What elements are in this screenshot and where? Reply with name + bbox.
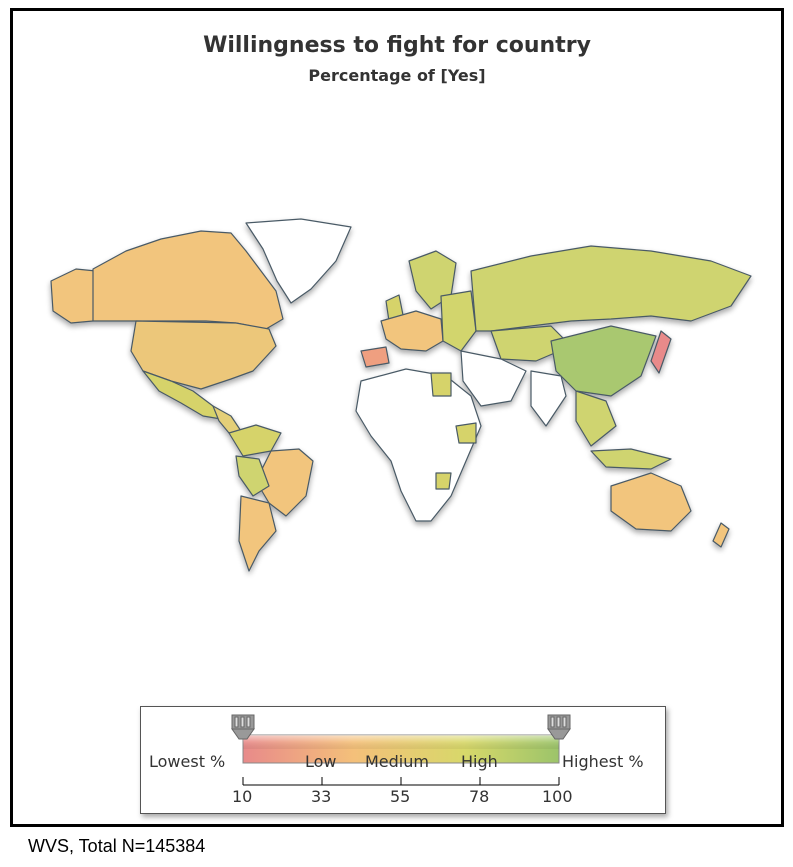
legend-highest-label: Highest % [562,752,644,771]
country-egypt [430,372,452,397]
chart-subtitle: Percentage of [Yes] [308,66,486,85]
legend-tick-label: 78 [469,787,490,806]
country-india [530,370,567,427]
legend-lowest-label: Lowest % [149,752,226,771]
legend-band-low: Low [305,752,337,771]
legend-tick-label: 10 [232,787,253,806]
country-se-asia [575,390,617,447]
country-greenland [245,218,352,304]
country-spain [360,346,390,368]
map-legend: Lowest % Highest % Low Medium High 10 33… [140,706,666,814]
legend-right-handle [547,714,571,740]
country-new-zealand [712,522,730,548]
country-zimbabwe [435,472,452,490]
legend-tick-label: 100 [542,787,573,806]
country-peru [235,455,270,497]
country-australia [610,472,692,532]
legend-tick-label: 33 [311,787,332,806]
country-eastern-europe [440,290,477,352]
country-indonesia [590,448,672,470]
world-map[interactable] [31,211,771,591]
country-colombia [228,424,282,457]
country-canada [92,230,284,330]
legend-band-medium: Medium [365,752,429,771]
legend-band-high: High [461,752,498,771]
country-china [550,325,657,397]
country-japan [650,330,672,374]
chart-title: Willingness to fight for country [203,33,591,58]
country-russia [470,245,752,332]
country-central-america [212,405,242,434]
country-ethiopia [455,422,477,444]
country-argentina [238,495,277,572]
country-usa [130,320,277,390]
country-alaska [50,268,97,324]
country-western-europe [380,310,444,352]
chart-frame: Willingness to fight for country Percent… [10,8,784,827]
legend-tick-label: 55 [390,787,411,806]
country-middle-east [460,350,527,407]
legend-left-handle [231,714,255,740]
source-footer: WVS, Total N=145384 [28,836,206,856]
country-africa [355,368,482,522]
